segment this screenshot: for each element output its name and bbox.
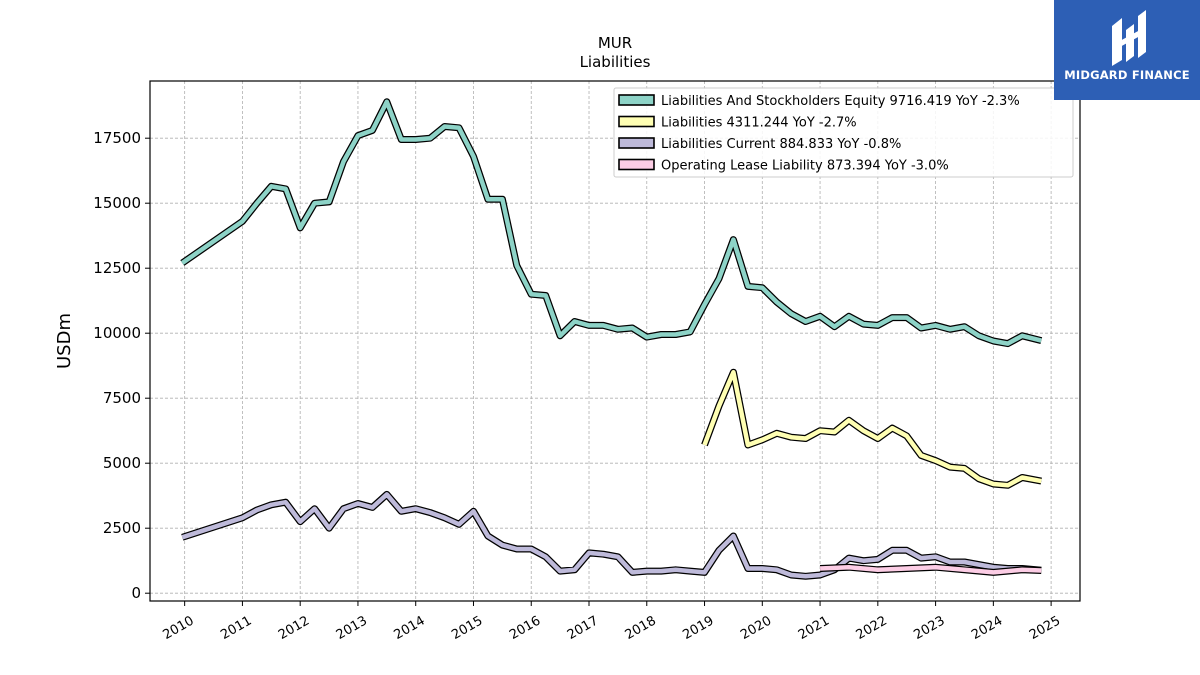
series-line (819, 564, 1042, 575)
plot-frame (149, 80, 1081, 602)
series-line (181, 99, 1042, 346)
legend-swatch (618, 94, 655, 106)
brand-logo: MIDGARD FINANCE (1054, 0, 1200, 100)
legend-label: Liabilities And Stockholders Equity 9716… (661, 94, 1020, 109)
chart-subtitle: Liabilities (580, 53, 651, 71)
legend: Liabilities And Stockholders Equity 9716… (613, 87, 1074, 178)
series-0 (180, 98, 1043, 348)
chart-title: MUR (598, 34, 632, 52)
x-tick-label: 2024 (969, 613, 1005, 643)
x-tick-label: 2010 (160, 613, 196, 643)
legend-swatch (618, 158, 655, 171)
series-line (181, 492, 1042, 579)
series-lines (180, 98, 1043, 580)
x-tick-label: 2014 (392, 613, 428, 643)
y-tick-label: 2500 (103, 519, 141, 537)
x-tick-label: 2022 (854, 613, 890, 643)
x-tick-label: 2012 (276, 613, 312, 643)
y-tick-label: 7500 (103, 389, 141, 407)
series-line (702, 369, 1042, 488)
brand-name: MIDGARD FINANCE (1064, 68, 1190, 82)
series-3 (819, 563, 1042, 576)
x-tick-label: 2020 (738, 613, 774, 643)
x-tick-label: 2017 (565, 613, 601, 643)
series-2 (181, 490, 1042, 580)
y-axis: 0 2500 5000 7500 10000 12500 15000 17500 (93, 129, 150, 602)
y-tick-label: 15000 (93, 194, 141, 212)
legend-box (613, 87, 1074, 178)
legend-label: Liabilities Current 884.833 YoY -0.8% (661, 137, 901, 152)
y-axis-label: USDm (54, 313, 75, 369)
x-tick-label: 2019 (680, 613, 716, 643)
legend-entries: Liabilities And Stockholders Equity 9716… (618, 94, 1020, 174)
x-tick-label: 2013 (334, 613, 370, 643)
x-tick-label: 2016 (507, 613, 543, 643)
legend-label: Liabilities 4311.244 YoY -2.7% (661, 116, 857, 131)
x-tick-label: 2023 (911, 613, 947, 643)
series-1 (701, 368, 1042, 489)
legend-label: Operating Lease Liability 873.394 YoY -3… (661, 159, 949, 174)
x-tick-label: 2011 (218, 613, 254, 643)
y-tick-label: 10000 (93, 324, 141, 342)
series-line-outline (181, 490, 1042, 580)
x-tick-label: 2015 (449, 613, 485, 643)
y-tick-label: 12500 (93, 259, 141, 277)
legend-swatch (618, 115, 655, 128)
y-tick-label: 17500 (93, 129, 141, 147)
x-tick-label: 2025 (1027, 613, 1063, 643)
y-tick-label: 5000 (103, 454, 141, 472)
midgard-logo-icon (1112, 10, 1146, 66)
series-line-outline (701, 368, 1042, 489)
y-tick-label: 0 (131, 584, 141, 602)
x-tick-label: 2018 (623, 613, 659, 643)
x-tick-label: 2021 (796, 613, 832, 643)
x-axis: 2010 2011 2012 2013 2014 2015 2016 2017 2018 2019… (160, 601, 1063, 643)
legend-swatch (618, 137, 655, 149)
